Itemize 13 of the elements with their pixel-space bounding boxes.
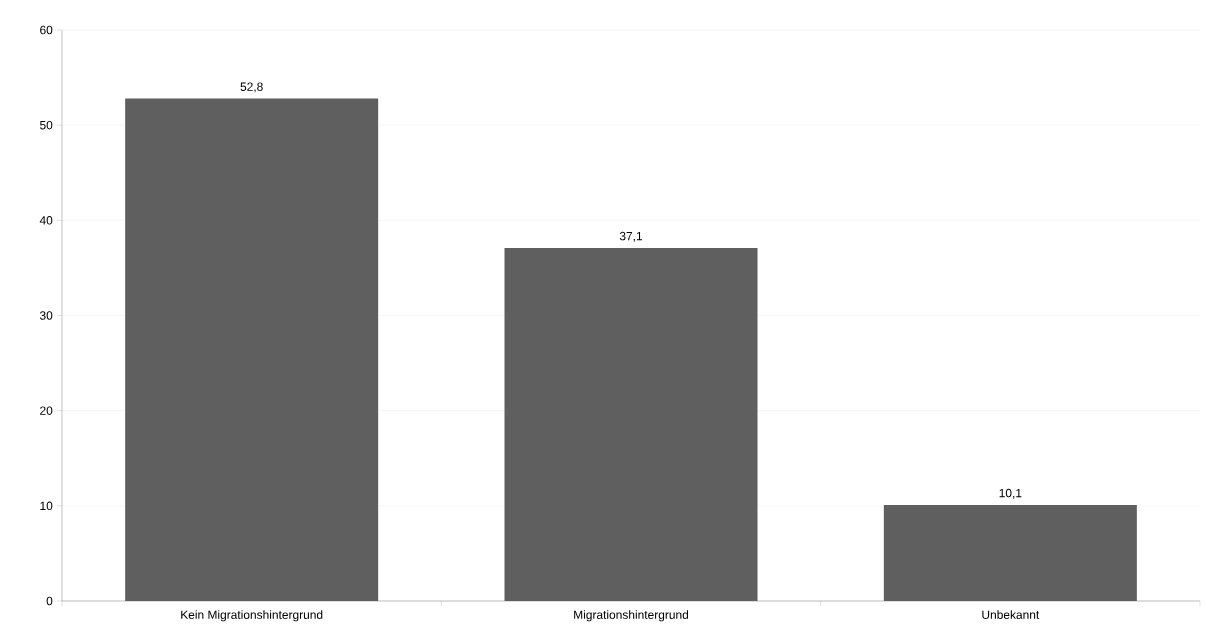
y-tick-label: 20 bbox=[40, 406, 53, 415]
x-tick-label: Unbekannt bbox=[982, 610, 1040, 619]
y-tick-label: 0 bbox=[46, 596, 53, 606]
y-tick-label: 30 bbox=[39, 311, 53, 320]
data-label: 37,1 bbox=[619, 231, 643, 242]
x-tick-label: Migrationshintergrund bbox=[574, 610, 689, 622]
y-tick-label: 60 bbox=[40, 25, 53, 35]
y-tick-label: 40 bbox=[39, 216, 53, 225]
data-label: 10,1 bbox=[999, 488, 1022, 499]
x-tick-label: Kein Migrationshintergrund bbox=[181, 610, 323, 622]
y-tick-label: 10 bbox=[40, 501, 53, 511]
y-tick-label: 50 bbox=[40, 120, 53, 130]
data-label: 52,8 bbox=[240, 82, 263, 93]
